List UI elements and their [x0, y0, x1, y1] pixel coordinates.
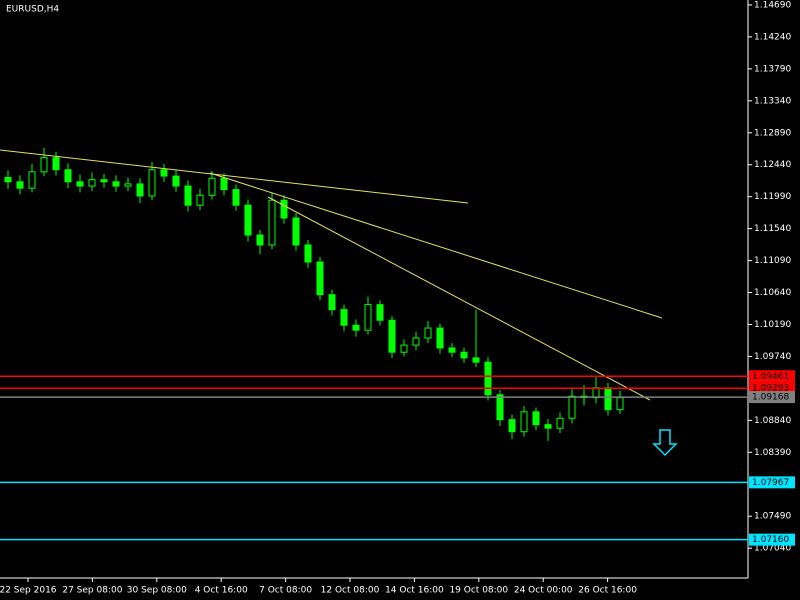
candle-body [112, 181, 120, 187]
candle-body [4, 177, 12, 183]
candle-body [364, 304, 372, 331]
candle-body [484, 361, 492, 396]
x-tick-label: 19 Oct 08:00 [449, 586, 508, 596]
candle-body [556, 417, 564, 429]
candle-body [508, 419, 516, 433]
candle-body [136, 183, 144, 197]
sell-arrow [652, 429, 678, 457]
candle-body [52, 157, 60, 171]
candle-body [472, 357, 480, 363]
candle-body [220, 177, 228, 191]
price-label: 1.09293 [752, 384, 789, 394]
y-tick-label: 1.11090 [754, 256, 791, 266]
x-tick-label: 22 Sep 2016 [0, 586, 57, 596]
trendline [209, 172, 663, 319]
y-tick-label: 1.11540 [754, 224, 791, 234]
trendlines [0, 149, 663, 401]
candle-body [412, 337, 420, 346]
candle-body [376, 304, 384, 321]
candle-body [316, 261, 324, 296]
price-label: 1.07967 [752, 478, 789, 488]
candle-body [532, 411, 540, 426]
candle-body [460, 351, 468, 359]
candles [4, 147, 624, 441]
y-tick-label: 1.14690 [754, 0, 791, 10]
price-label-box [749, 476, 795, 489]
price-label: 1.07160 [752, 535, 789, 545]
candle-body [448, 347, 456, 353]
x-tick-label: 14 Oct 16:00 [385, 586, 444, 596]
price-label: 1.09168 [752, 393, 789, 403]
candle-body [232, 189, 240, 206]
candle-body [28, 171, 36, 189]
candle-body [340, 309, 348, 326]
x-tick-label: 12 Oct 08:00 [321, 586, 380, 596]
candle-body [424, 327, 432, 339]
chart-title: EURUSD,H4 [6, 5, 59, 15]
candle-body [40, 157, 48, 173]
x-tick-label: 7 Oct 08:00 [259, 586, 312, 596]
candle-body [616, 397, 624, 411]
candle-body [568, 395, 576, 419]
price-label-box [749, 391, 795, 404]
candle-body [604, 387, 612, 411]
candle-body [520, 411, 528, 433]
price-label-box [749, 370, 795, 383]
y-tick-label: 1.09740 [754, 352, 791, 362]
price-label-box [749, 533, 795, 546]
y-tick-label: 1.10190 [754, 320, 791, 330]
trendline [267, 196, 651, 401]
x-tick-label: 27 Sep 08:00 [62, 586, 122, 596]
x-tick-label: 30 Sep 08:00 [127, 586, 187, 596]
y-tick-label: 1.11990 [754, 192, 791, 202]
candle-body [388, 319, 396, 353]
candle-body [544, 424, 552, 429]
candle-body [436, 327, 444, 349]
y-tick-label: 1.14240 [754, 32, 791, 42]
price-label: 1.09461 [752, 372, 789, 382]
y-tick-label: 1.12440 [754, 160, 791, 170]
y-tick-label: 1.10640 [754, 288, 791, 298]
x-tick-label: 26 Oct 16:00 [578, 586, 637, 596]
candle-body [196, 194, 204, 206]
candle-body [352, 324, 360, 331]
candle-body [280, 199, 288, 219]
x-tick-label: 4 Oct 16:00 [195, 586, 248, 596]
y-tick-label: 1.12890 [754, 128, 791, 138]
candle-body [400, 344, 408, 353]
candle-body [184, 185, 192, 206]
y-tick-label: 1.07040 [754, 544, 791, 554]
x-tick-label: 24 Oct 00:00 [514, 586, 573, 596]
candle-body [160, 169, 168, 177]
y-tick-label: 1.13340 [754, 96, 791, 106]
candle-body [124, 183, 132, 187]
candle-body [244, 204, 252, 236]
y-tick-label: 1.13790 [754, 64, 791, 74]
candle-body [268, 199, 276, 246]
candle-body [256, 234, 264, 246]
candle-body [148, 169, 156, 197]
trendline [0, 149, 469, 204]
candle-body [88, 179, 96, 187]
candle-body [172, 175, 180, 187]
candle-body [64, 169, 72, 183]
candle-body [304, 244, 312, 263]
candle-body [76, 181, 84, 187]
candle-body [100, 179, 108, 183]
candle-body [16, 181, 24, 189]
candle-body [592, 387, 600, 399]
y-tick-label: 1.08390 [754, 448, 791, 458]
candle-body [292, 217, 300, 246]
candle-body [496, 394, 504, 421]
candle-body [208, 177, 216, 196]
candle-body [328, 294, 336, 311]
y-tick-label: 1.08840 [754, 416, 791, 426]
y-tick-label: 1.07490 [754, 512, 791, 522]
